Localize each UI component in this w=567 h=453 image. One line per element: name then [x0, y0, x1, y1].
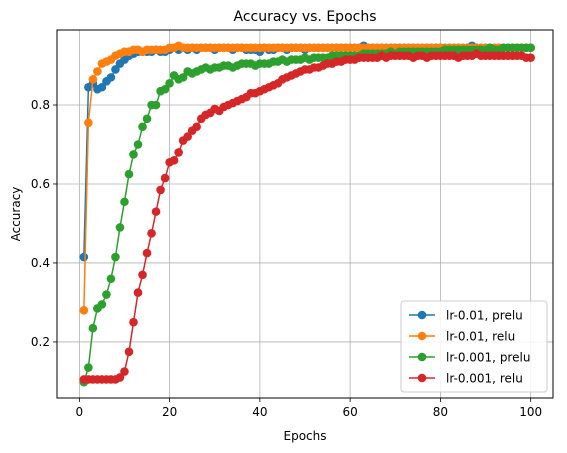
legend: lr-0.01, prelu lr-0.01, relu lr-0.001, pre…	[400, 300, 548, 393]
legend-marker	[417, 373, 427, 383]
data-point	[124, 347, 134, 357]
data-point	[160, 84, 170, 94]
legend-marker	[417, 310, 427, 320]
data-point	[88, 75, 98, 84]
data-point	[106, 73, 116, 82]
data-point	[192, 122, 201, 132]
legend-label: lr-0.01, relu	[446, 330, 515, 344]
legend-label: lr-0.001, prelu	[446, 351, 530, 365]
y-axis-label: Accuracy	[9, 187, 23, 242]
data-point	[165, 79, 174, 88]
y-tick-label: 0.8	[31, 98, 50, 112]
legend-item: lr-0.01, relu	[409, 330, 515, 344]
data-point	[124, 169, 134, 179]
data-point	[151, 207, 161, 216]
legend-marker	[417, 352, 427, 362]
data-point	[169, 156, 179, 165]
y-tick-label: 0.2	[31, 335, 50, 349]
data-point	[174, 148, 183, 157]
data-point	[115, 373, 125, 382]
series-lr-0-001-prelu	[79, 43, 535, 387]
series-lr-0-001-relu	[79, 49, 535, 384]
legend-label: lr-0.001, relu	[446, 372, 523, 386]
data-point	[160, 173, 170, 183]
data-point	[142, 114, 152, 124]
data-point	[111, 65, 120, 74]
x-tick-label: 80	[433, 405, 448, 419]
data-point	[138, 270, 147, 280]
legend-marker	[417, 331, 427, 341]
data-point	[88, 323, 98, 333]
data-point	[84, 118, 93, 128]
data-point	[133, 140, 143, 149]
data-point	[129, 317, 138, 327]
data-point	[526, 53, 535, 62]
data-point	[106, 274, 116, 284]
legend-item: lr-0.001, relu	[409, 372, 523, 386]
chart-title: Accuracy vs. Epochs	[233, 9, 376, 25]
data-point	[138, 122, 147, 132]
data-point	[93, 67, 102, 76]
x-tick-label: 20	[162, 405, 177, 419]
legend-label: lr-0.01, prelu	[446, 309, 523, 323]
series-lr-0-01-relu	[79, 41, 535, 315]
data-point	[120, 367, 129, 376]
data-point	[97, 82, 107, 92]
data-point	[84, 363, 93, 372]
data-point	[183, 132, 192, 141]
x-axis-label: Epochs	[284, 429, 327, 443]
data-point	[102, 290, 111, 299]
data-point	[142, 248, 152, 258]
legend-item: lr-0.01, prelu	[409, 309, 523, 323]
x-tick-label: 40	[252, 405, 267, 419]
data-point	[79, 306, 89, 315]
data-point	[111, 252, 120, 262]
plot-frame	[56, 29, 554, 399]
legend-item: lr-0.001, prelu	[409, 351, 530, 365]
y-tick-label: 0.4	[31, 256, 50, 270]
axis-ticks: 0 20 40 60 80 100 0.2 0.4 0.6 0.8	[31, 98, 542, 419]
data-point	[133, 288, 143, 297]
data-point	[147, 229, 156, 238]
legend-box	[400, 300, 548, 393]
data-point	[120, 197, 129, 207]
data-point	[156, 185, 165, 195]
data-point	[79, 252, 89, 262]
data-point	[178, 73, 188, 82]
data-point	[526, 43, 535, 53]
series-layer	[79, 41, 535, 387]
data-point	[129, 150, 138, 159]
x-tick-label: 0	[76, 405, 84, 419]
data-point	[151, 100, 161, 110]
data-point	[97, 300, 107, 309]
y-tick-label: 0.6	[31, 177, 50, 191]
x-tick-label: 60	[342, 405, 357, 419]
data-point	[115, 223, 125, 232]
x-tick-label: 100	[519, 405, 542, 419]
